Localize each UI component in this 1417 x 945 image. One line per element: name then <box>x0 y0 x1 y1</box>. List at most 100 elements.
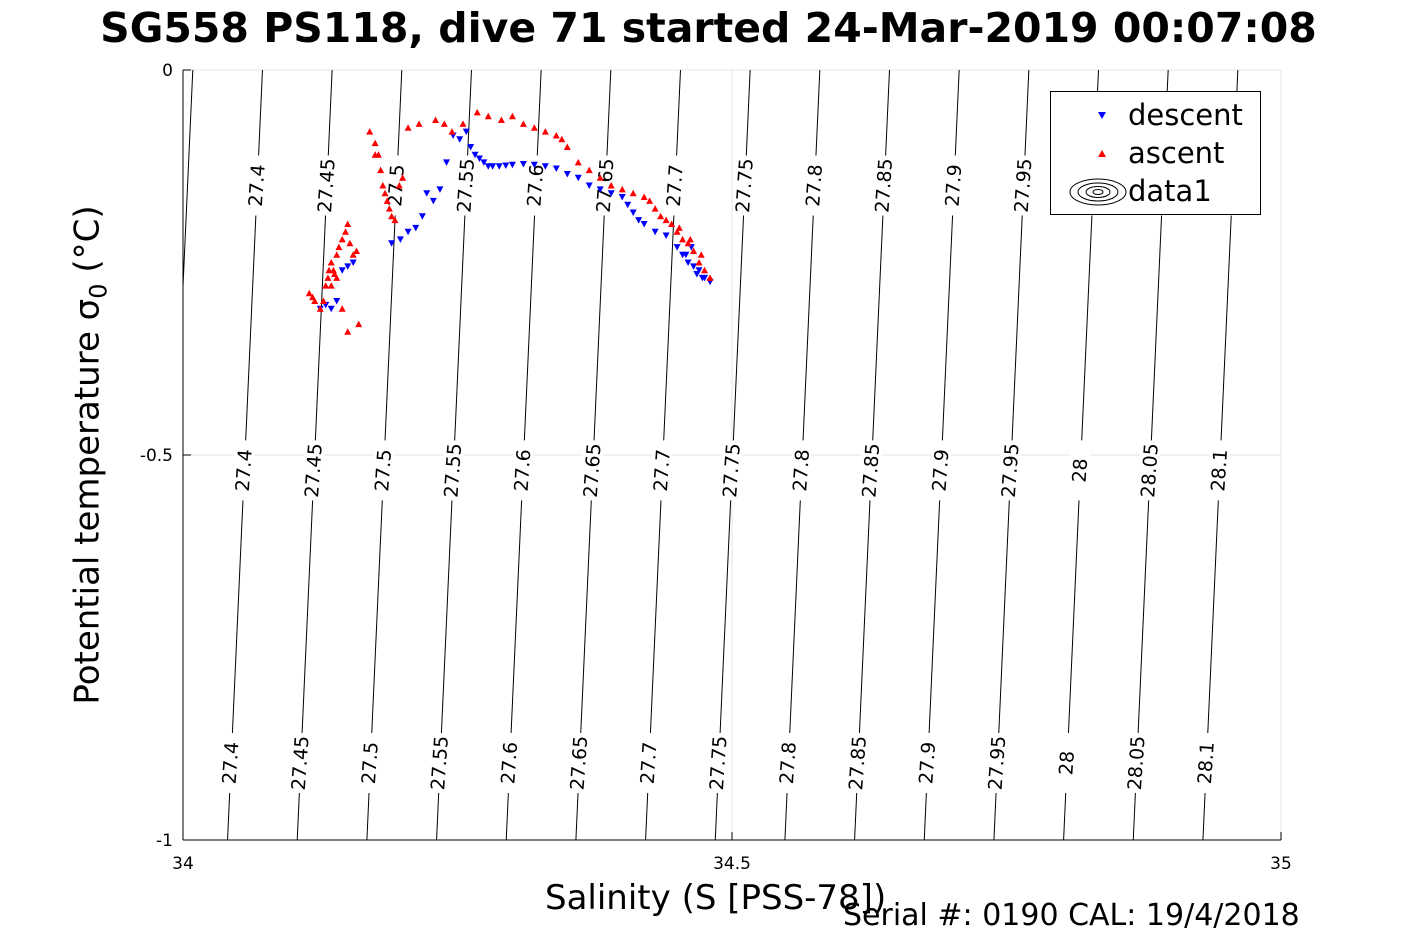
x-tick-label: 35 <box>1270 854 1292 874</box>
contour-label-bg <box>639 733 660 793</box>
ascent-point <box>519 120 527 127</box>
ascent-point <box>563 143 571 150</box>
ascent-point <box>508 112 516 120</box>
descent-point <box>508 161 516 169</box>
ascent-point <box>333 274 341 281</box>
descent-point <box>585 182 593 189</box>
ascent-point <box>618 185 626 193</box>
descent-point <box>596 186 604 193</box>
contour-label: 27.95 <box>998 442 1024 498</box>
ascent-point <box>305 289 313 297</box>
contour-label-bg <box>512 440 533 501</box>
ascent-point <box>371 139 379 147</box>
ascent-point <box>473 108 481 116</box>
descent-point <box>651 228 659 236</box>
legend-label-descent: descent <box>1128 98 1243 132</box>
contour-label: 28.05 <box>1137 442 1163 498</box>
ascent-point <box>673 228 681 235</box>
ascent-point <box>320 297 328 304</box>
contour-label-bg <box>386 155 407 216</box>
contour-label-bg <box>848 733 869 793</box>
ascent-point <box>497 116 505 124</box>
y-tick-label: -0.5 <box>140 446 173 466</box>
ascent-point <box>344 328 352 335</box>
ascent-point <box>415 120 423 127</box>
ascent-point <box>530 124 538 131</box>
contour-label: 27.8 <box>802 164 827 208</box>
descent-point <box>502 162 510 169</box>
chart-title: SG558 PS118, dive 71 started 24-Mar-2019… <box>100 4 1317 52</box>
descent-point <box>327 305 335 313</box>
descent-point <box>662 232 670 240</box>
descent-point <box>673 244 681 251</box>
ascent-point <box>697 251 705 258</box>
ascent-point <box>383 197 391 204</box>
contour-label: 27.6 <box>511 449 536 493</box>
ascent-point <box>690 247 698 254</box>
ascent-point <box>325 266 333 274</box>
descent-point <box>338 267 346 274</box>
descent-point <box>443 159 451 166</box>
ascent-point <box>679 235 687 243</box>
contour-label-bg <box>734 155 755 216</box>
descent-point <box>690 263 698 270</box>
ascent-point <box>327 282 335 289</box>
ascent-point <box>355 320 363 328</box>
ascent-point <box>706 274 714 281</box>
descent-point <box>684 259 692 266</box>
descent-point <box>480 159 488 166</box>
ascent-point <box>668 220 676 227</box>
ascent-point <box>640 193 648 201</box>
contour-label: 27.95 <box>985 735 1011 791</box>
contour-label: 27.7 <box>663 164 688 208</box>
contour-label: 27.4 <box>245 164 270 208</box>
contour-label: 28.1 <box>1194 741 1219 785</box>
contour-label-bg <box>221 733 242 793</box>
descent-marker-icon <box>1098 112 1106 119</box>
ascent-point <box>338 235 346 243</box>
contour-label: 27.85 <box>858 442 884 498</box>
ascent-point <box>440 120 448 127</box>
descent-point <box>333 298 341 305</box>
descent-point <box>682 251 690 259</box>
serial-cal-footer: Serial #: 0190 CAL: 19/4/2018 <box>843 898 1300 933</box>
contour-label: 27.9 <box>941 164 966 208</box>
contour-label-bg <box>917 733 938 793</box>
x-axis-label: Salinity (S [PSS-78]) <box>545 878 887 918</box>
ascent-point <box>342 228 350 235</box>
descent-point <box>462 128 470 136</box>
axis-ticks: 34 34.5 35 0 -0.5 -1 <box>140 61 1292 874</box>
contour-label: 28.05 <box>1124 735 1150 791</box>
ascent-point <box>558 135 566 143</box>
ascent-point <box>352 247 360 254</box>
descent-point <box>693 271 701 278</box>
descent-point <box>635 217 643 224</box>
ascent-point <box>585 166 593 174</box>
legend-item-descent: descent <box>1051 96 1260 134</box>
ascent-point <box>399 174 407 181</box>
contour-label-bg <box>708 733 729 793</box>
ascent-point <box>404 124 412 131</box>
descent-point <box>618 194 626 201</box>
ascent-point <box>395 182 403 189</box>
ascent-point <box>379 182 387 189</box>
contour-label: 27.45 <box>314 158 340 214</box>
ascent-point <box>459 120 467 127</box>
contour-label-bg <box>874 155 895 216</box>
contour-label: 27.75 <box>706 735 732 791</box>
descent-point <box>563 170 571 178</box>
descent-point <box>530 161 538 169</box>
ascent-point <box>329 266 337 274</box>
contour-label-bg <box>316 155 337 216</box>
x-tick-label: 34.5 <box>713 854 751 874</box>
contour-label-bg <box>722 440 742 501</box>
contour-label-bg <box>861 440 882 501</box>
ascent-point <box>377 166 385 174</box>
ascent-point <box>371 151 379 158</box>
contour-label-bg <box>1196 733 1217 793</box>
contour-label-bg <box>931 440 952 501</box>
ascent-point <box>335 243 343 251</box>
contour-label: 27.45 <box>301 442 327 498</box>
contour-label: 27.6 <box>523 164 548 208</box>
ascent-point <box>322 282 330 289</box>
